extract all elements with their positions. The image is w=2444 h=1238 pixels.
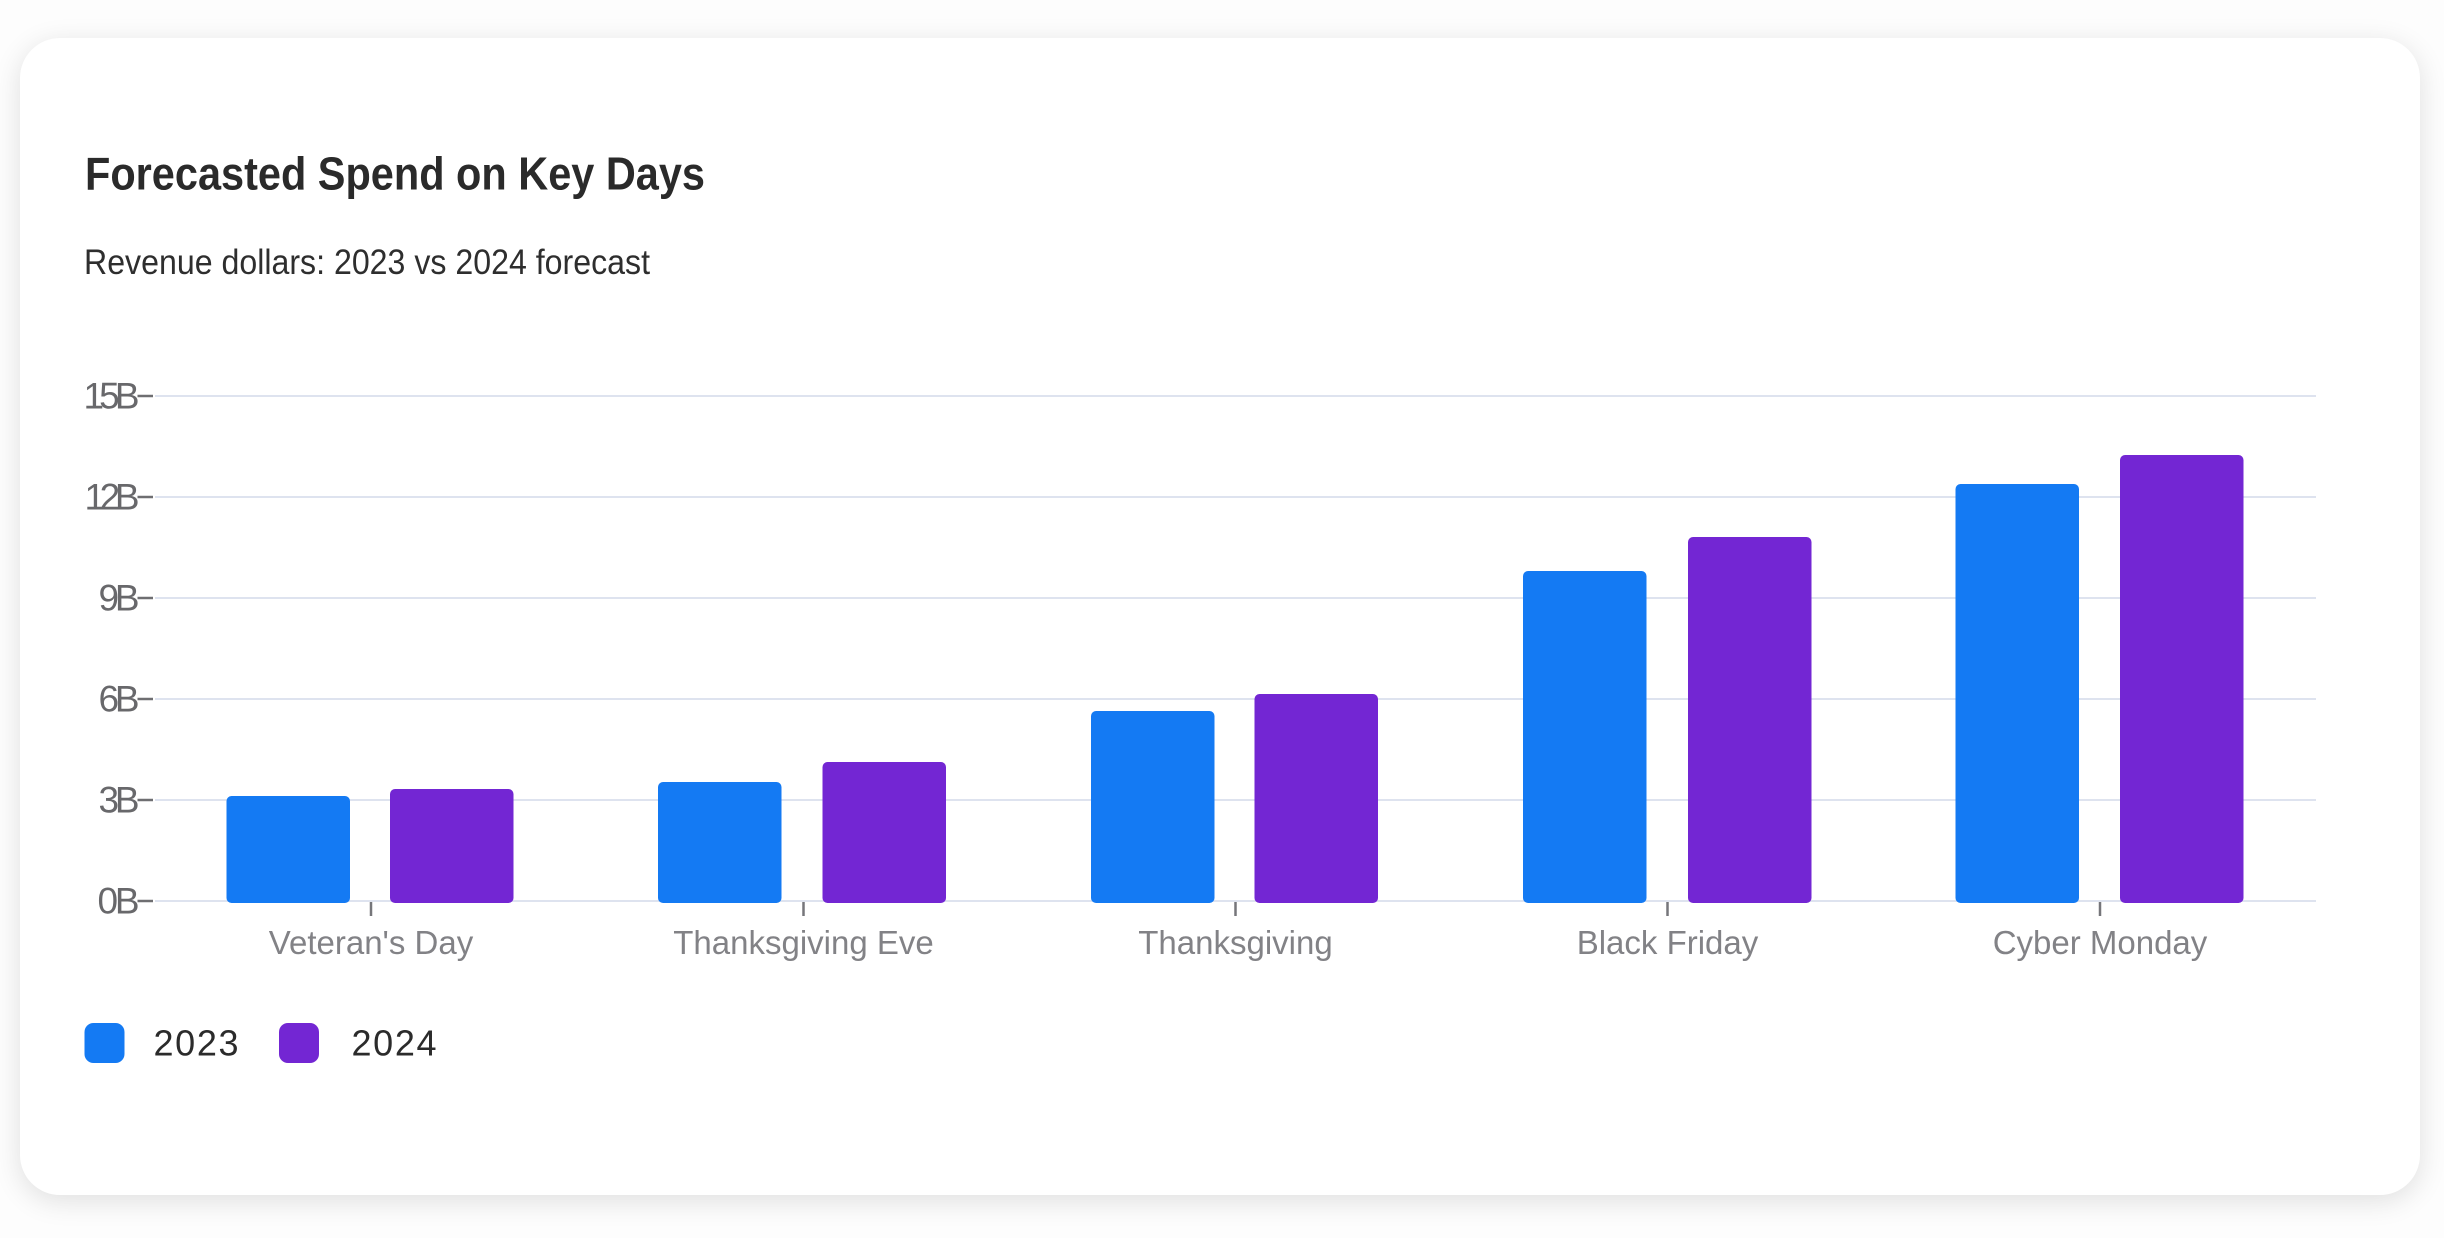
svg-text:Forecasted Spend on Key Days: Forecasted Spend on Key Days bbox=[85, 148, 705, 200]
svg-text:Revenue dollars: 2023 vs 2024: Revenue dollars: 2023 vs 2024 forecast bbox=[84, 243, 650, 282]
svg-text:Black Friday: Black Friday bbox=[1577, 924, 1759, 961]
svg-text:9B: 9B bbox=[99, 578, 140, 619]
svg-text:15B: 15B bbox=[84, 376, 140, 417]
svg-text:Thanksgiving Eve: Thanksgiving Eve bbox=[673, 924, 933, 961]
svg-text:Veteran's Day: Veteran's Day bbox=[269, 924, 474, 961]
svg-text:Cyber Monday: Cyber Monday bbox=[1993, 924, 2208, 961]
svg-text:3B: 3B bbox=[99, 780, 140, 821]
svg-text:2024: 2024 bbox=[352, 1023, 437, 1064]
svg-text:Thanksgiving: Thanksgiving bbox=[1138, 924, 1332, 961]
svg-text:12B: 12B bbox=[85, 477, 140, 518]
svg-text:6B: 6B bbox=[99, 679, 140, 720]
svg-text:2023: 2023 bbox=[154, 1023, 239, 1064]
svg-text:0B: 0B bbox=[98, 881, 140, 922]
